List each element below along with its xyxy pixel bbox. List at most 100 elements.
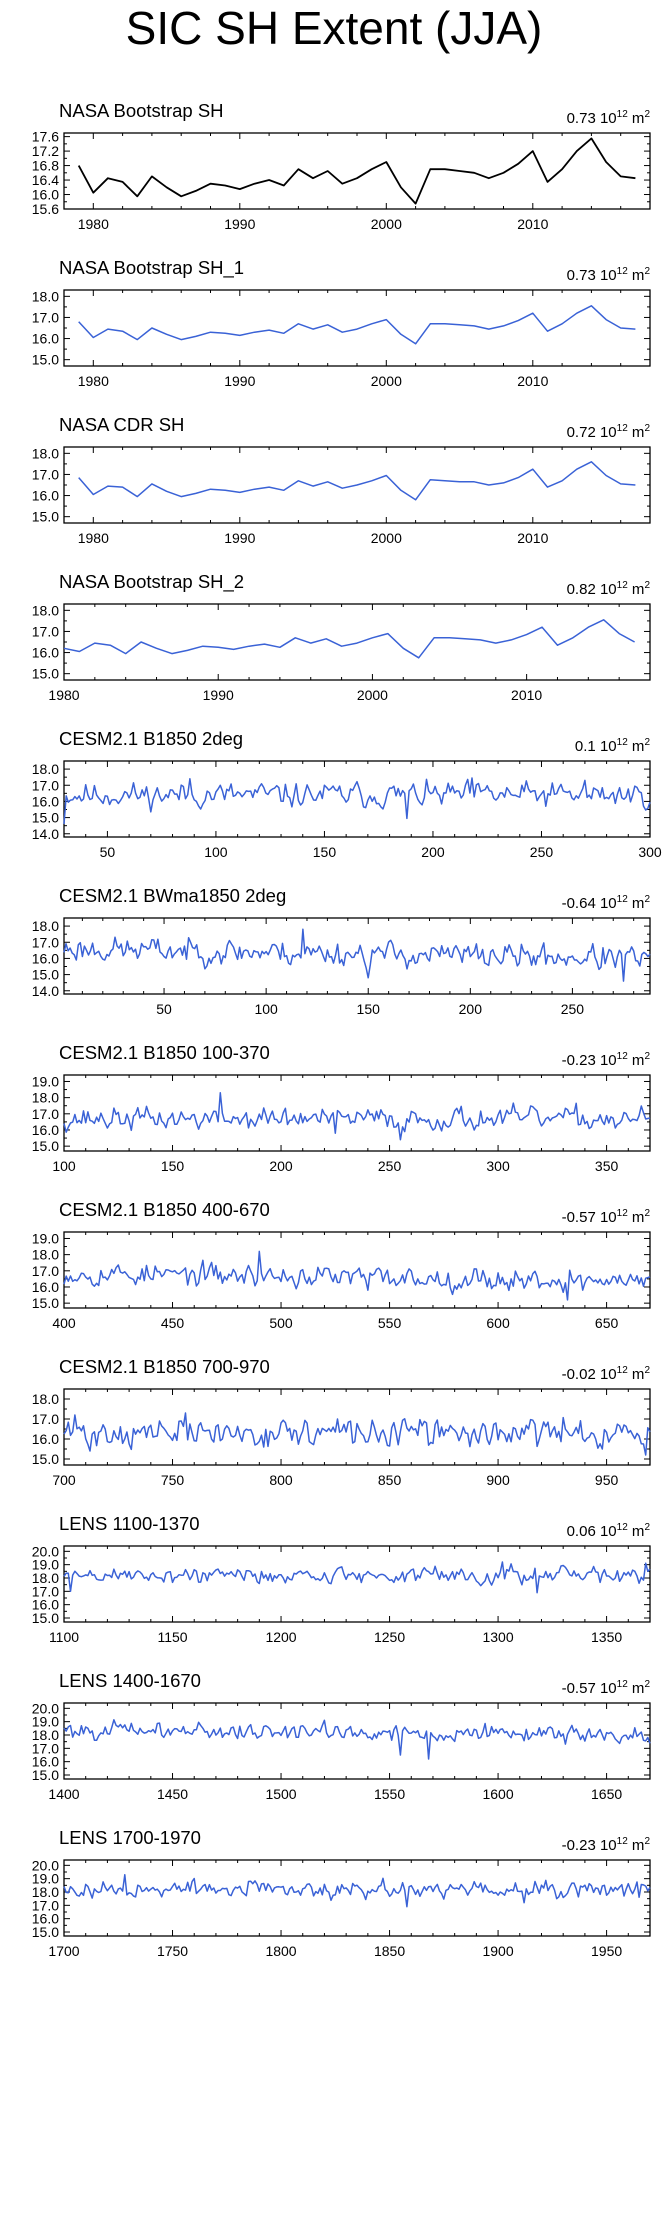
panel-11: LENS 1400-1670 -0.57 1012 m215.016.017.01…	[32, 1670, 651, 1802]
x-tick-label: 450	[161, 1315, 185, 1331]
y-tick-label: 17.0	[32, 309, 59, 325]
x-tick-label: 100	[254, 1001, 278, 1017]
x-tick-label: 1350	[591, 1629, 622, 1645]
y-tick-label: 18.0	[32, 288, 59, 304]
series-line	[63, 777, 651, 825]
x-tick-label: 550	[378, 1315, 402, 1331]
panel-title: LENS 1100-1370	[59, 1513, 200, 1534]
y-tick-label: 20.0	[32, 1857, 59, 1873]
trend-label: -0.23 1012 m2	[562, 1836, 651, 1854]
y-tick-label: 14.0	[32, 983, 59, 999]
x-tick-label: 1500	[265, 1786, 296, 1802]
y-tick-label: 18.0	[32, 1247, 59, 1263]
y-tick-label: 17.0	[32, 1106, 59, 1122]
x-tick-label: 300	[486, 1158, 510, 1174]
x-tick-label: 1990	[203, 687, 234, 703]
y-tick-label: 16.0	[32, 1754, 59, 1770]
y-tick-label: 18.0	[32, 1884, 59, 1900]
y-tick-label: 20.0	[32, 1543, 59, 1559]
trend-label: 0.72 1012 m2	[567, 423, 651, 441]
x-tick-label: 1450	[157, 1786, 188, 1802]
y-tick-label: 15.0	[32, 1767, 59, 1783]
x-tick-label: 2010	[517, 530, 548, 546]
x-tick-label: 1900	[482, 1943, 513, 1959]
y-tick-label: 15.0	[32, 1295, 59, 1311]
x-tick-label: 2000	[357, 687, 388, 703]
series-line	[63, 1719, 651, 1760]
x-tick-label: 650	[595, 1315, 619, 1331]
panel-title: NASA CDR SH	[59, 414, 184, 435]
y-tick-label: 17.0	[32, 777, 59, 793]
plot-frame	[63, 917, 651, 995]
plot-frame	[63, 1074, 651, 1152]
x-tick-label: 300	[638, 844, 662, 860]
x-tick-label: 1980	[78, 373, 109, 389]
y-tick-label: 16.0	[32, 950, 59, 966]
panel-4: NASA Bootstrap SH_2 0.82 1012 m2 15.0 16.0 1…	[32, 571, 651, 703]
x-tick-label: 150	[161, 1158, 185, 1174]
y-tick-label: 15.0	[32, 352, 59, 368]
x-tick-label: 100	[204, 844, 228, 860]
x-tick-label: 1400	[48, 1786, 79, 1802]
x-tick-label: 2010	[511, 687, 542, 703]
y-tick-label: 16.0	[32, 331, 59, 347]
trend-label: -0.57 1012 m2	[562, 1679, 651, 1697]
trend-label: -0.02 1012 m2	[562, 1365, 651, 1383]
panel-title: CESM2.1 BWma1850 2deg	[59, 885, 286, 906]
x-tick-label: 750	[161, 1472, 185, 1488]
x-tick-label: 850	[378, 1472, 402, 1488]
x-tick-label: 1300	[482, 1629, 513, 1645]
y-tick-label: 16.4	[32, 172, 59, 188]
y-tick-label: 17.0	[32, 934, 59, 950]
x-tick-label: 1750	[157, 1943, 188, 1959]
x-tick-label: 2000	[371, 373, 402, 389]
plot-frame	[63, 1388, 651, 1466]
y-tick-label: 19.0	[32, 1230, 59, 1246]
plot-frame	[63, 603, 651, 681]
y-tick-label: 16.8	[32, 158, 59, 174]
y-tick-label: 19.0	[32, 1714, 59, 1730]
y-tick-label: 17.0	[32, 623, 59, 639]
panel-3: NASA CDR SH 0.72 1012 m2 15.0 16.0 17.0 18.0 1…	[32, 414, 651, 546]
x-tick-label: 2000	[371, 216, 402, 232]
plot-frame	[63, 1702, 651, 1780]
y-tick-label: 16.0	[32, 187, 59, 203]
panel-5: CESM2.1 B1850 2deg 0.1 1012 m2 14.015.016.…	[32, 728, 662, 860]
x-tick-label: 350	[595, 1158, 619, 1174]
y-tick-label: 17.0	[32, 1263, 59, 1279]
series-line	[78, 305, 636, 345]
y-tick-label: 18.0	[32, 602, 59, 618]
panel-title: CESM2.1 B1850 400-670	[59, 1199, 270, 1220]
x-tick-label: 150	[357, 1001, 381, 1017]
x-tick-label: 1550	[374, 1786, 405, 1802]
y-tick-label: 15.0	[32, 967, 59, 983]
series-line	[63, 1092, 651, 1141]
series-line	[77, 137, 636, 205]
y-tick-label: 19.0	[32, 1557, 59, 1573]
x-tick-label: 1800	[265, 1943, 296, 1959]
y-tick-label: 16.0	[32, 1122, 59, 1138]
x-tick-label: 1990	[224, 373, 255, 389]
x-tick-label: 200	[421, 844, 445, 860]
x-tick-label: 1250	[374, 1629, 405, 1645]
series-line	[63, 1873, 651, 1908]
y-tick-label: 20.0	[32, 1700, 59, 1716]
x-tick-label: 200	[459, 1001, 483, 1017]
y-tick-label: 18.0	[32, 1090, 59, 1106]
trend-label: -0.23 1012 m2	[562, 1051, 651, 1069]
plot-frame	[63, 760, 651, 838]
trend-label: 0.06 1012 m2	[567, 1522, 651, 1540]
x-tick-label: 700	[52, 1472, 76, 1488]
x-tick-label: 250	[378, 1158, 402, 1174]
x-tick-label: 150	[313, 844, 337, 860]
x-tick-label: 1650	[591, 1786, 622, 1802]
panel-title: CESM2.1 B1850 700-970	[59, 1356, 270, 1377]
y-tick-label: 17.0	[32, 1411, 59, 1427]
x-tick-label: 100	[52, 1158, 76, 1174]
trend-label: 0.73 1012 m2	[567, 109, 651, 127]
x-tick-label: 1600	[482, 1786, 513, 1802]
y-tick-label: 16.0	[32, 645, 59, 661]
x-tick-label: 1100	[49, 1629, 79, 1645]
plot-frame	[63, 1231, 651, 1309]
